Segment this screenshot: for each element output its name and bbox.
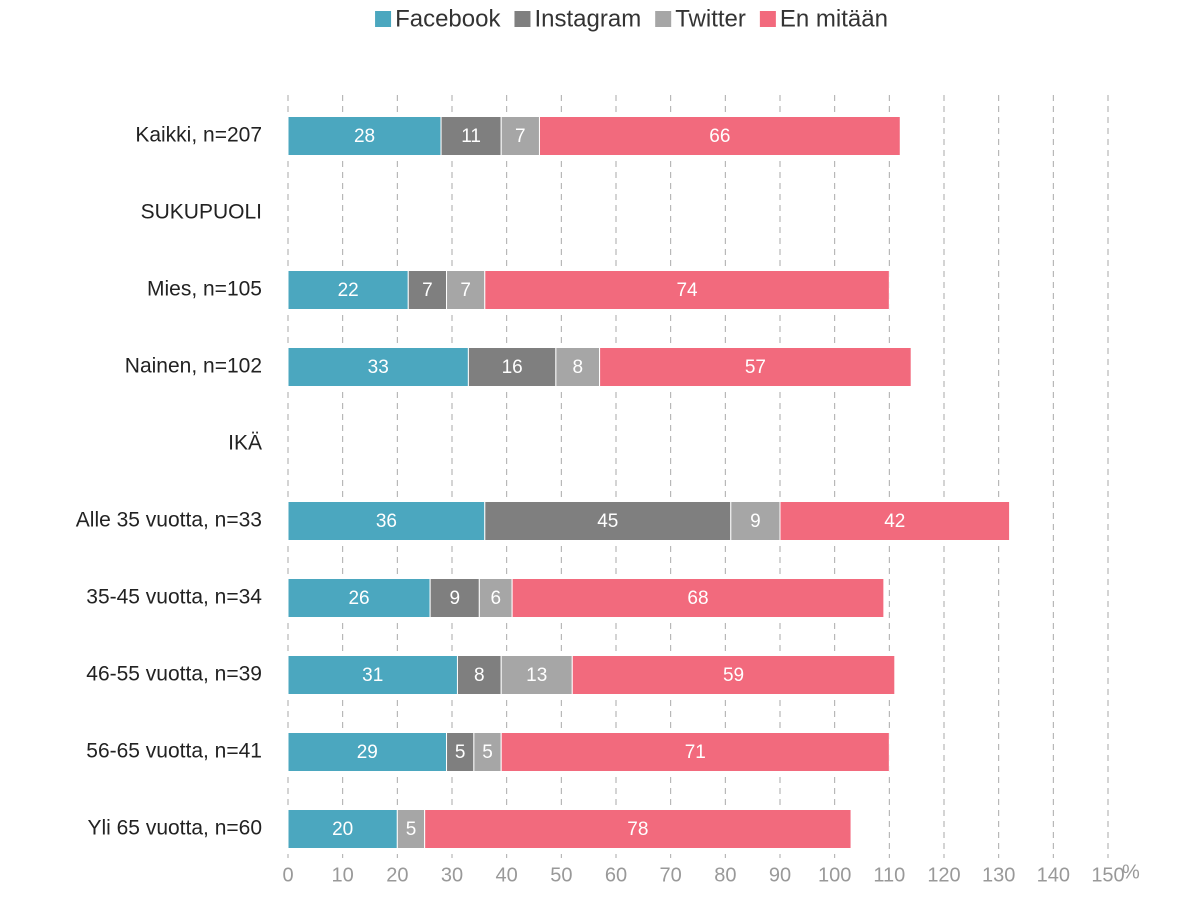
data-label: 13 bbox=[526, 665, 547, 686]
bar-segment bbox=[779, 501, 1011, 541]
data-label: 9 bbox=[449, 588, 460, 609]
y-tick-label: Kaikki, n=207 bbox=[135, 124, 262, 147]
data-label: 16 bbox=[502, 357, 523, 378]
legend-swatch bbox=[514, 11, 531, 27]
bar-segment bbox=[473, 732, 502, 772]
data-label: 26 bbox=[348, 588, 369, 609]
bar-segment bbox=[287, 655, 458, 695]
y-tick-label: IKÄ bbox=[228, 432, 262, 455]
y-tick-label: SUKUPUOLI bbox=[141, 201, 262, 224]
x-tick-label: 140 bbox=[1037, 864, 1070, 886]
x-tick-label: 50 bbox=[550, 864, 572, 886]
x-tick-label: 100 bbox=[818, 864, 851, 886]
data-label: 11 bbox=[461, 126, 481, 147]
legend: Facebook Instagram Twitter En mitään bbox=[375, 5, 888, 32]
y-tick-label: Mies, n=105 bbox=[147, 278, 262, 301]
x-tick-label: 150 bbox=[1091, 864, 1124, 886]
data-label: 7 bbox=[460, 280, 471, 301]
bar-segment bbox=[538, 116, 901, 156]
y-tick-label: 35-45 vuotta, n=34 bbox=[86, 586, 262, 609]
x-tick-label: 110 bbox=[873, 864, 905, 886]
x-tick-label: 0 bbox=[282, 864, 293, 886]
bar-segment bbox=[407, 270, 448, 310]
legend-label: En mitään bbox=[780, 5, 888, 32]
x-tick-label: 10 bbox=[332, 864, 354, 886]
bar-segment bbox=[500, 116, 540, 156]
x-tick-label: 90 bbox=[769, 864, 791, 886]
y-tick-label: Yli 65 vuotta, n=60 bbox=[87, 817, 262, 840]
bar-segment bbox=[287, 732, 448, 772]
data-label: 28 bbox=[354, 126, 375, 147]
bar-segment bbox=[287, 116, 442, 156]
bar-segment bbox=[424, 809, 852, 849]
y-tick-label: 56-65 vuotta, n=41 bbox=[86, 740, 262, 763]
bar-segment bbox=[478, 578, 513, 618]
bar-segment bbox=[484, 501, 732, 541]
bar-segment bbox=[484, 270, 890, 310]
x-tick-label: 130 bbox=[982, 864, 1015, 886]
data-label: 45 bbox=[597, 511, 618, 532]
data-label: 8 bbox=[474, 665, 485, 686]
bar-segment bbox=[599, 347, 912, 387]
data-label: 66 bbox=[709, 126, 730, 147]
labels: 0 10 20 30 40 50 60 70 80 90 100 110 120 130 140 150% Ka… bbox=[76, 124, 1140, 887]
legend-label: Twitter bbox=[675, 5, 746, 32]
data-label: 8 bbox=[572, 357, 583, 378]
data-label: 5 bbox=[482, 742, 493, 763]
x-tick-label: 70 bbox=[660, 864, 682, 886]
data-label: 74 bbox=[676, 280, 698, 301]
bar-segment bbox=[511, 578, 885, 618]
x-tick-label: 60 bbox=[605, 864, 627, 886]
data-label: 33 bbox=[368, 357, 389, 378]
legend-label: Facebook bbox=[395, 5, 501, 32]
y-tick-label: Nainen, n=102 bbox=[125, 355, 262, 378]
bars bbox=[287, 116, 1011, 849]
data-label: 9 bbox=[750, 511, 761, 532]
x-tick-label: 80 bbox=[714, 864, 736, 886]
data-label: 7 bbox=[422, 280, 433, 301]
data-label: 71 bbox=[685, 742, 706, 763]
data-label: 68 bbox=[687, 588, 708, 609]
bar-segment bbox=[571, 655, 896, 695]
y-tick-label: 46-55 vuotta, n=39 bbox=[86, 663, 262, 686]
data-label: 29 bbox=[357, 742, 378, 763]
bar-segment bbox=[429, 578, 480, 618]
data-label: 5 bbox=[406, 819, 417, 840]
bar-segment bbox=[467, 347, 557, 387]
x-tick-label: 120 bbox=[927, 864, 960, 886]
bar-segment bbox=[440, 116, 502, 156]
bar-segment bbox=[456, 655, 502, 695]
bar-segment bbox=[287, 347, 469, 387]
x-tick-label: 20 bbox=[386, 864, 408, 886]
legend-swatch bbox=[655, 11, 672, 27]
data-label: 31 bbox=[362, 665, 383, 686]
y-tick-label: Alle 35 vuotta, n=33 bbox=[76, 509, 262, 532]
data-label: 36 bbox=[376, 511, 397, 532]
bar-segment bbox=[446, 270, 486, 310]
data-label: 57 bbox=[745, 357, 766, 378]
bar-segment bbox=[287, 578, 431, 618]
data-label: 78 bbox=[627, 819, 648, 840]
data-label: 5 bbox=[455, 742, 466, 763]
bar-segment bbox=[287, 270, 409, 310]
legend-swatch bbox=[759, 11, 776, 27]
bar-segment bbox=[287, 501, 486, 541]
legend-swatch bbox=[375, 11, 392, 27]
x-tick-label: 40 bbox=[496, 864, 518, 886]
x-tick-label: 30 bbox=[441, 864, 463, 886]
bar-segment bbox=[500, 655, 573, 695]
bar-segment bbox=[500, 732, 890, 772]
data-label: 6 bbox=[490, 588, 501, 609]
legend-label: Instagram bbox=[534, 5, 641, 32]
data-label: 7 bbox=[515, 126, 526, 147]
data-label: 59 bbox=[723, 665, 744, 686]
data-label: 42 bbox=[884, 511, 905, 532]
data-label: 22 bbox=[338, 280, 359, 301]
bar-segment bbox=[287, 809, 398, 849]
data-label: 20 bbox=[332, 819, 353, 840]
x-axis-label: % bbox=[1122, 861, 1140, 883]
